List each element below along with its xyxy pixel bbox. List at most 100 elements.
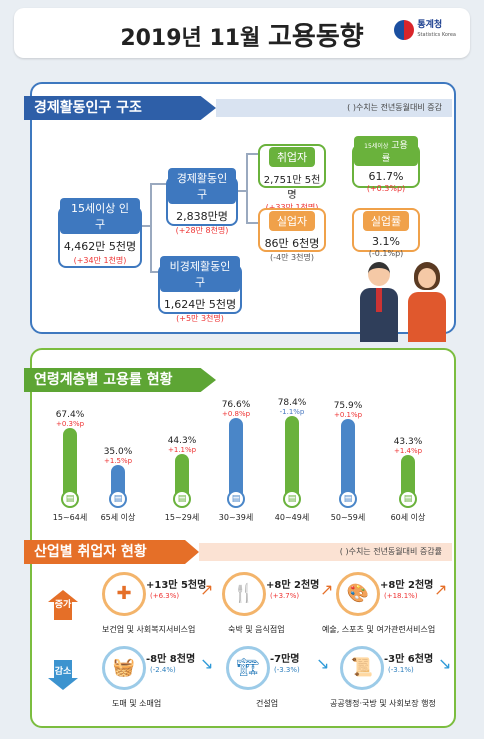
document-icon: ▤ bbox=[399, 490, 417, 508]
businesswoman-illustration bbox=[406, 262, 448, 342]
employed-change: (+33만 1천명) bbox=[260, 202, 324, 213]
dining-icon: 🍴 bbox=[222, 572, 266, 616]
age-bar-change: +0.1%p bbox=[333, 411, 363, 419]
inactive-value: 1,624만 5천명 bbox=[163, 298, 237, 311]
unemployment-rate-change: (-0.1%p) bbox=[368, 249, 404, 258]
industry-change: (+18.1%) bbox=[384, 592, 418, 600]
arrow-down-icon: ↘ bbox=[438, 654, 452, 673]
age-bar-change: +1.4%p bbox=[393, 447, 423, 455]
age-bar-label: 30~39세 bbox=[218, 513, 254, 522]
pop15-value: 4,462만 5천명 bbox=[63, 240, 137, 253]
decrease-label: 감소 bbox=[54, 667, 72, 677]
industry-value: -3만 6천명 bbox=[384, 654, 434, 665]
structure-section-title: 경제활동인구 구조 bbox=[24, 96, 216, 120]
palette-icon: 🎨 bbox=[336, 572, 380, 616]
arrow-up-icon: ↗ bbox=[434, 580, 448, 599]
age-bar bbox=[341, 419, 355, 504]
unemployment-rate-value: 3.1% bbox=[372, 235, 400, 248]
document-icon: ▤ bbox=[173, 490, 191, 508]
industry-section-title: 산업별 취업자 현황 bbox=[24, 540, 199, 564]
industry-note: ( )수치는 전년동월대비 증감률 bbox=[199, 543, 452, 561]
pop15-change: (+34만 1천명) bbox=[73, 256, 127, 265]
age-bar-label: 65세 이상 bbox=[100, 513, 136, 522]
employment-rate-label: 15세이상 고용률 bbox=[354, 136, 418, 166]
health-icon: ✚ bbox=[102, 572, 146, 616]
logo-emblem-icon bbox=[394, 20, 415, 40]
industry-change: (+3.7%) bbox=[270, 592, 300, 600]
employed-box: 취업자 2,751만 5천명 (+33만 1천명) bbox=[258, 144, 326, 212]
unemployed-change: (-4만 3천명) bbox=[270, 253, 314, 262]
age-bar-value: 43.3% bbox=[393, 437, 423, 447]
industry-name: 보건업 및 사회복지서비스업 bbox=[102, 625, 196, 634]
age-bar-label: 40~49세 bbox=[274, 513, 310, 522]
inactive-change: (+5만 3천명) bbox=[176, 314, 224, 323]
industry-value: -7만명 bbox=[270, 654, 300, 665]
age-bar-change: +1.5%p bbox=[103, 457, 133, 465]
active-value: 2,838만명 bbox=[176, 210, 228, 223]
unemployed-value: 86만 6천명 bbox=[264, 237, 320, 250]
header-banner: 2019년 11월 고용동향 통계청 Statistics Korea bbox=[14, 8, 470, 58]
increase-label: 증가 bbox=[54, 600, 72, 610]
active-box: 경제활동인구 2,838만명 (+28만 8천명) bbox=[166, 168, 238, 235]
age-section-title: 연령계층별 고용률 현황 bbox=[24, 368, 216, 392]
age-bar-column: 35.0% +1.5%p ▤ 65세 이상 bbox=[88, 447, 148, 523]
age-bar-column: 78.4% -1.1%p ▤ 40~49세 bbox=[262, 398, 322, 523]
industry-change: (+6.3%) bbox=[150, 592, 180, 600]
arrow-down-icon: ↘ bbox=[316, 654, 330, 673]
age-bar-column: 43.3% +1.4%p ▤ 60세 이상 bbox=[378, 437, 438, 523]
industry-name: 숙박 및 음식점업 bbox=[228, 625, 285, 634]
unemployed-box: 실업자 86만 6천명 (-4만 3천명) bbox=[258, 208, 326, 262]
employment-rate-box: 15세이상 고용률 61.7% (+0.3%p) bbox=[352, 136, 420, 193]
connector-line bbox=[150, 183, 166, 185]
document-icon: ▤ bbox=[283, 490, 301, 508]
inactive-box: 비경제활동인구 1,624만 5천명 (+5만 3천명) bbox=[158, 256, 242, 323]
connector-line bbox=[246, 222, 258, 224]
employment-rate-label-main: 고용률 bbox=[381, 141, 408, 164]
industry-name: 건설업 bbox=[256, 699, 279, 708]
age-bar-value: 35.0% bbox=[103, 447, 133, 457]
age-bar-column: 44.3% +1.1%p ▤ 15~29세 bbox=[152, 436, 212, 523]
statistics-korea-logo: 통계청 Statistics Korea bbox=[394, 20, 456, 40]
age-bar-value: 67.4% bbox=[55, 410, 85, 420]
age-bar bbox=[229, 418, 243, 504]
employment-rate-change: (+0.3%p) bbox=[366, 184, 406, 193]
logo-name: 통계청 bbox=[417, 20, 443, 30]
industry-value: +8만 2천명 bbox=[380, 580, 434, 591]
arrow-up-icon: ↗ bbox=[200, 580, 214, 599]
document-icon: 📜 bbox=[340, 646, 384, 690]
age-bar-value: 76.6% bbox=[221, 400, 251, 410]
connector-line bbox=[246, 153, 248, 223]
active-label: 경제활동인구 bbox=[168, 168, 236, 204]
age-bar bbox=[63, 428, 77, 504]
industry-name: 공공행정·국방 및 사회보장 행정 bbox=[330, 699, 436, 708]
title-date: 2019년 11월 bbox=[120, 26, 261, 51]
unemployment-rate-box: 실업률 3.1% (-0.1%p) bbox=[352, 208, 420, 258]
document-icon: ▤ bbox=[109, 490, 127, 508]
connector-line bbox=[246, 153, 258, 155]
arrow-up-icon: ↗ bbox=[320, 580, 334, 599]
age-bar-value: 44.3% bbox=[167, 436, 197, 446]
age-bar-column: 76.6% +0.8%p ▤ 30~39세 bbox=[206, 400, 266, 523]
age-bar bbox=[285, 416, 299, 504]
age-bar-label: 15~64세 bbox=[52, 513, 88, 522]
connector-line bbox=[150, 183, 152, 271]
industry-name: 예술, 스포츠 및 여가관련서비스업 bbox=[322, 625, 436, 634]
industry-value: -8만 8천명 bbox=[146, 654, 196, 665]
age-bar-change: +1.1%p bbox=[167, 446, 197, 454]
age-bar-column: 75.9% +0.1%p ▤ 50~59세 bbox=[318, 401, 378, 523]
active-change: (+28만 8천명) bbox=[175, 226, 229, 235]
page-title: 2019년 11월 고용동향 bbox=[14, 16, 470, 53]
employment-rate-value: 61.7% bbox=[368, 170, 404, 183]
employment-rate-label-small: 15세이상 bbox=[364, 143, 389, 150]
age-bar-value: 78.4% bbox=[277, 398, 307, 408]
industry-value: +13만 5천명 bbox=[146, 580, 207, 591]
age-bar-change: -1.1%p bbox=[279, 408, 305, 416]
document-icon: ▤ bbox=[227, 490, 245, 508]
unemployed-label: 실업자 bbox=[268, 211, 316, 231]
industry-name: 도매 및 소매업 bbox=[112, 699, 162, 708]
employed-label: 취업자 bbox=[268, 147, 316, 167]
shopping-basket-icon: 🧺 bbox=[102, 646, 146, 690]
arrow-down-icon: ↘ bbox=[200, 654, 214, 673]
document-icon: ▤ bbox=[339, 490, 357, 508]
age-bar-label: 15~29세 bbox=[164, 513, 200, 522]
